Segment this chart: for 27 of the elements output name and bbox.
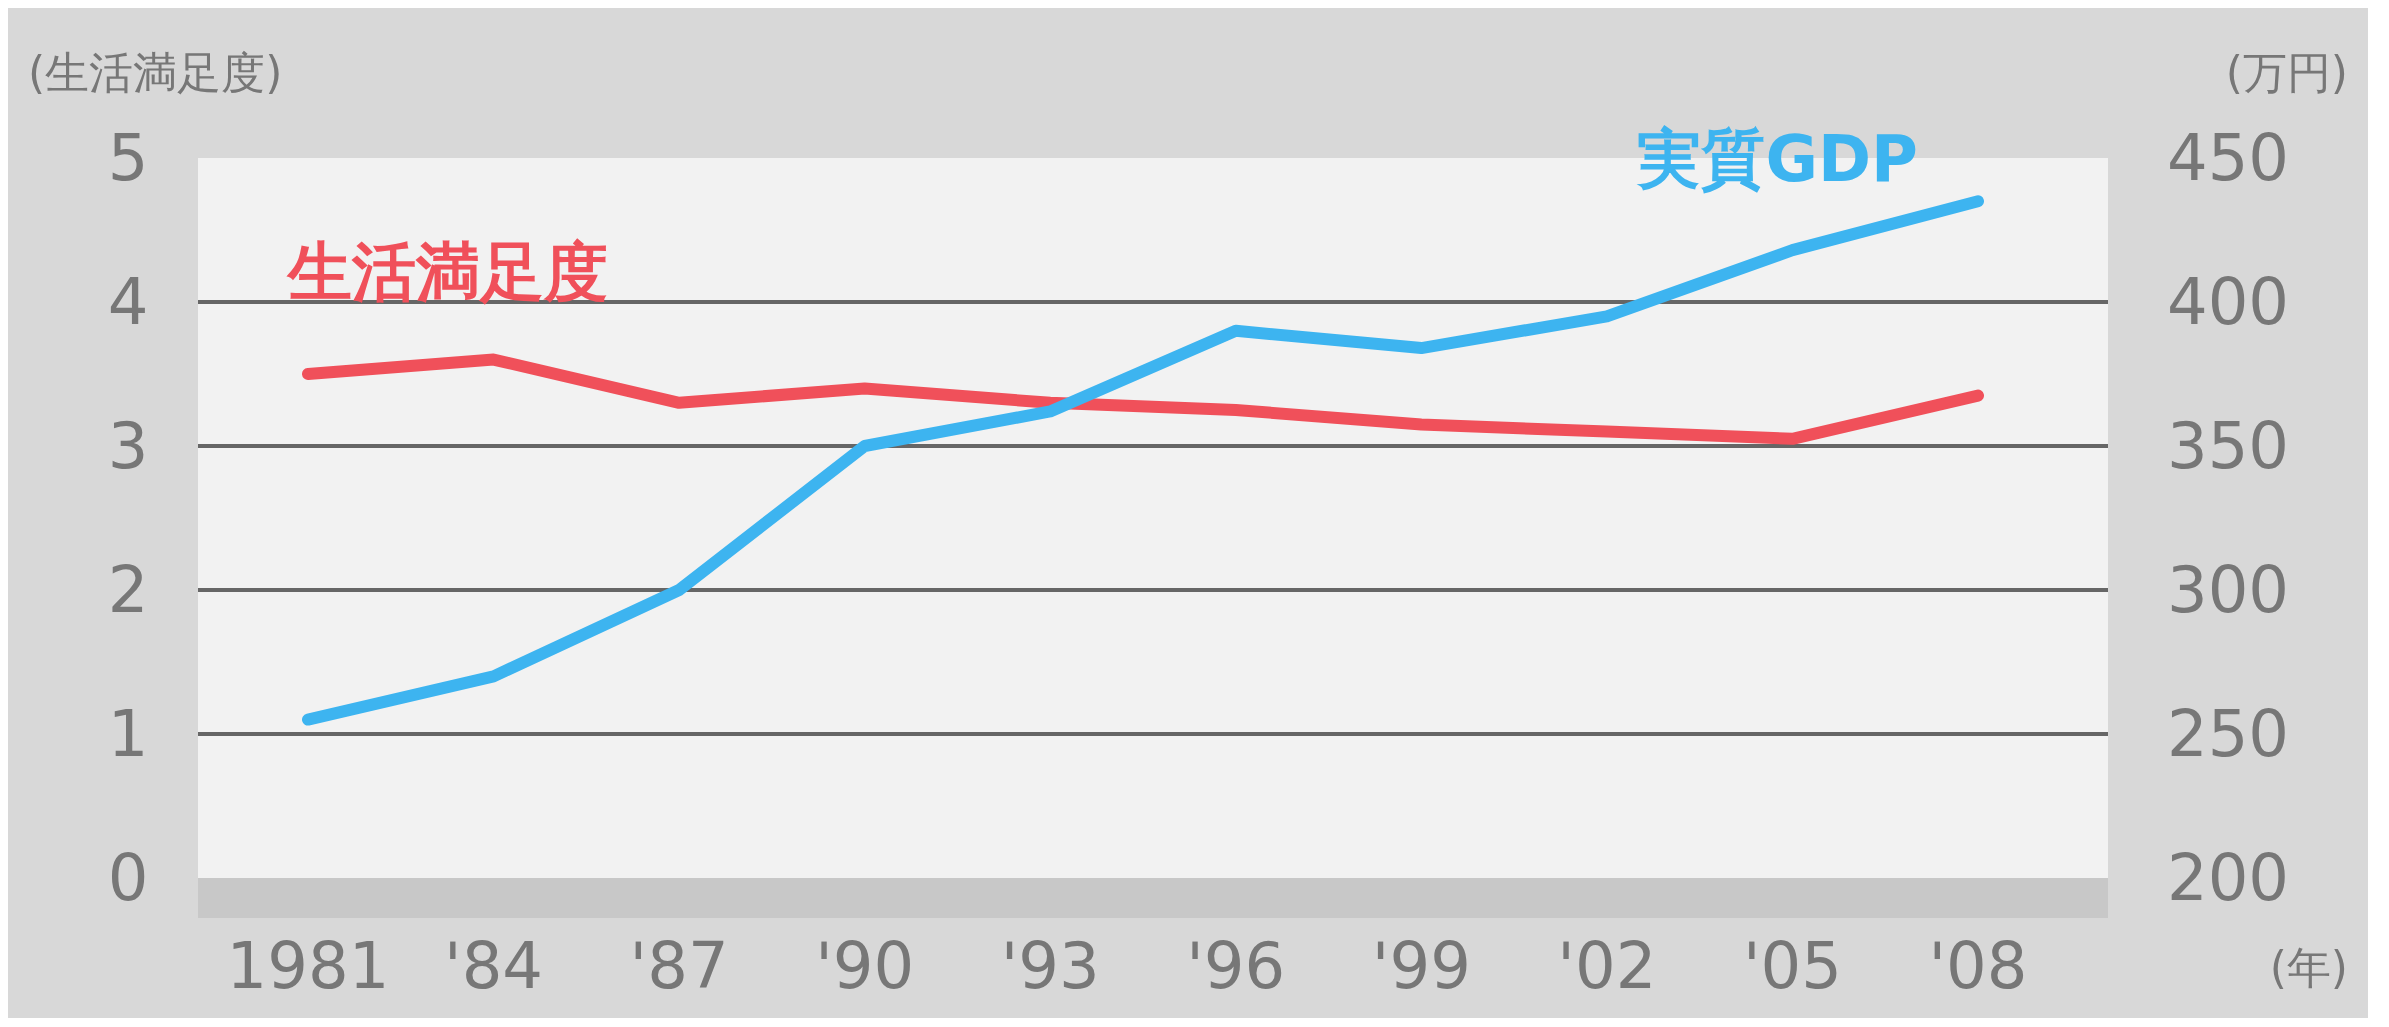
x-tick-label: '08 (1928, 929, 2028, 1003)
x-tick-label: '99 (1371, 929, 1471, 1003)
y-tick-label: 1 (107, 697, 149, 772)
x-axis-title: (年) (2269, 942, 2348, 993)
x-tick-label: '93 (1000, 929, 1100, 1003)
y-tick-label: 5 (107, 121, 149, 196)
y2-tick-label: 300 (2166, 553, 2290, 628)
series-label: 生活満足度 (286, 235, 608, 309)
x-tick-label: '02 (1557, 929, 1657, 1003)
y2-tick-label: 450 (2166, 121, 2290, 196)
y2-tick-label: 250 (2166, 697, 2290, 772)
y2-tick-label: 350 (2166, 409, 2290, 484)
x-tick-label: '84 (444, 929, 544, 1003)
x-tick-label: '05 (1742, 929, 1842, 1003)
y2-axis-title: (万円) (2225, 47, 2348, 98)
x-tick-label: 1981 (226, 929, 390, 1003)
y-tick-label: 4 (107, 265, 149, 340)
x-tick-label: '90 (815, 929, 915, 1003)
y-axis-title: (生活満足度) (28, 47, 283, 98)
x-tick-label: '87 (629, 929, 729, 1003)
y-tick-label: 2 (107, 553, 149, 628)
series-label: 実質GDP (1636, 122, 1918, 197)
y-tick-label: 0 (107, 841, 149, 916)
x-tick-label: '96 (1186, 929, 1286, 1003)
y2-tick-label: 200 (2166, 841, 2290, 916)
y2-tick-label: 400 (2166, 265, 2290, 340)
y-tick-label: 3 (107, 409, 149, 484)
